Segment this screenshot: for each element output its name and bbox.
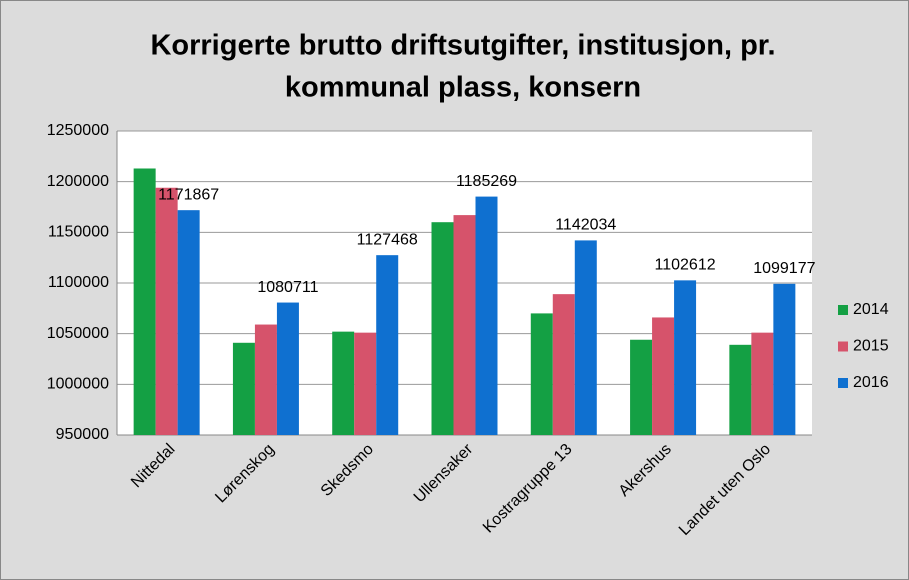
bar	[574, 240, 597, 435]
legend-swatch	[838, 305, 848, 315]
legend-label: 2016	[853, 374, 889, 391]
legend-label: 2014	[853, 301, 889, 318]
data-label: 1185269	[456, 173, 517, 190]
chart-title: kommunal plass, konsern	[285, 72, 641, 104]
y-tick-label: 1200000	[47, 173, 109, 190]
data-label: 1127468	[357, 231, 418, 248]
bar	[552, 294, 575, 435]
y-tick-label: 1150000	[48, 224, 109, 241]
y-tick-label: 1050000	[47, 325, 109, 342]
bar	[674, 280, 697, 435]
data-label: 1102612	[655, 257, 716, 274]
legend-swatch	[838, 341, 848, 352]
data-label: 1099177	[753, 260, 815, 277]
bar	[332, 331, 355, 435]
bar	[133, 168, 156, 435]
bar	[254, 324, 277, 435]
bar	[630, 339, 653, 435]
bar	[276, 302, 299, 435]
bar	[431, 222, 454, 435]
bar	[530, 313, 553, 435]
bar	[354, 332, 377, 435]
bar	[751, 332, 774, 435]
legend-swatch	[838, 378, 848, 388]
y-tick-label: 1250000	[47, 122, 109, 139]
bar	[232, 342, 255, 435]
y-tick-label: 950000	[56, 426, 109, 443]
bar	[453, 215, 476, 435]
bar	[475, 196, 498, 435]
bar	[155, 187, 178, 435]
bar	[773, 283, 796, 435]
chart-title: Korrigerte brutto driftsutgifter, instit…	[150, 30, 775, 62]
y-tick-label: 1100000	[48, 274, 109, 291]
data-label: 1142034	[555, 217, 616, 234]
y-tick-label: 1000000	[47, 376, 109, 393]
bar	[652, 317, 675, 435]
bar	[177, 210, 200, 435]
bar	[729, 344, 752, 435]
data-label: 1171867	[158, 186, 219, 203]
data-label: 1080711	[257, 279, 318, 296]
legend-label: 2015	[853, 338, 889, 355]
bar	[376, 255, 399, 435]
